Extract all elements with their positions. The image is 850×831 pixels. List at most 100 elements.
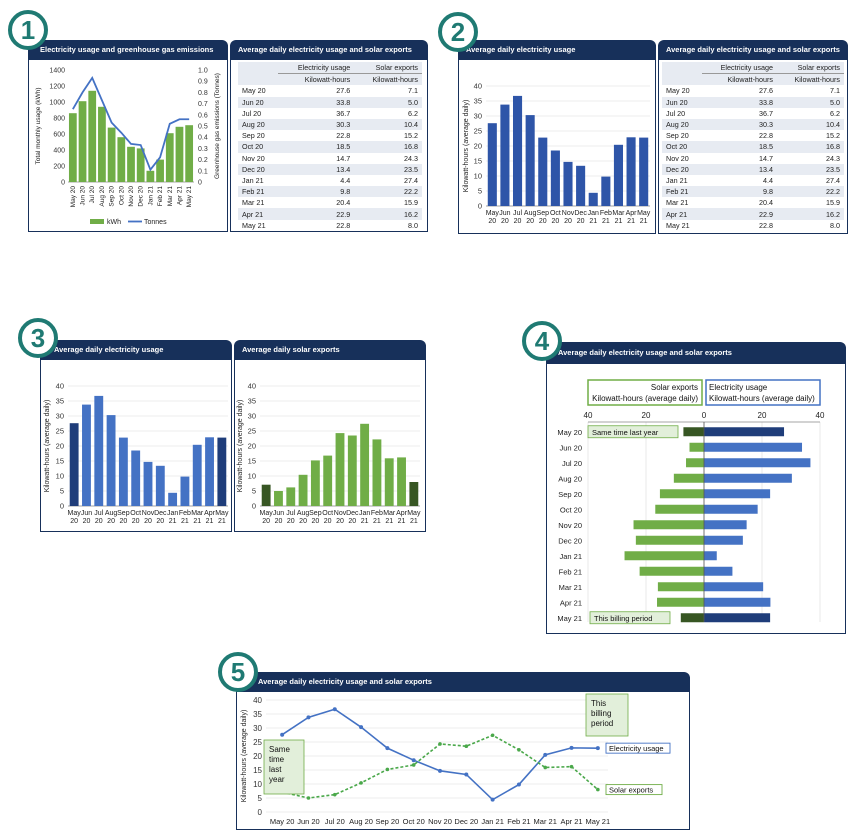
y-tick-label: 10 — [253, 780, 262, 789]
bar — [372, 439, 382, 506]
y-tick-label: 20 — [474, 142, 482, 151]
x-tick-label-year: 21 — [193, 518, 201, 525]
table-row: Apr 21 22.9 16.2 — [662, 208, 844, 220]
table-usage-cell: 36.7 — [336, 108, 351, 118]
solar-series-label: Solar exports — [609, 786, 653, 795]
bar — [576, 165, 586, 206]
bar-solar — [683, 427, 704, 437]
table-solar-cell: 27.4 — [826, 175, 840, 185]
solar-header-unit: Kilowatt-hours (average daily) — [592, 394, 698, 403]
bar — [69, 423, 79, 506]
y-right-tick-label: 0.9 — [198, 79, 208, 86]
y-tick-label: 0 — [258, 808, 263, 817]
point-solar — [385, 767, 390, 772]
table-row: Apr 21 22.9 16.2 — [238, 208, 422, 220]
note-billing-label: This — [591, 699, 606, 708]
bar — [118, 437, 128, 506]
table-row: Aug 20 30.3 10.4 — [238, 118, 422, 131]
table-solar-cell: 5.0 — [354, 96, 422, 108]
x-tick-label-year: 21 — [373, 518, 381, 525]
table-row: Feb 21 9.8 22.2 — [662, 186, 844, 198]
x-tick-label: Apr 21 — [560, 817, 582, 826]
y-tick-label: 30 — [248, 412, 256, 421]
point-usage — [306, 715, 311, 720]
point-usage — [280, 732, 285, 737]
x-tick-label-month: May — [637, 210, 651, 217]
x-tick-label-month: May — [68, 510, 82, 517]
bar-solar — [633, 520, 704, 530]
table-row: Jan 21 4.4 27.4 — [238, 175, 422, 186]
table-solar-cell: 23.5 — [354, 163, 422, 175]
table-month-cell: Mar 21 — [666, 198, 689, 208]
table-row: Oct 20 18.5 16.8 — [238, 141, 422, 153]
x-tick-label-month: Aug — [524, 210, 537, 217]
bar-kwh — [68, 113, 77, 182]
x-tick-label-month: Mar — [191, 510, 204, 517]
table-month-cell: Jun 20 — [662, 96, 702, 108]
table-usage-cell: 14.7 — [336, 153, 351, 163]
x-tick-label-year: 20 — [311, 518, 319, 525]
y-tick-label: 25 — [253, 738, 262, 747]
table-usage-cell: 14.7 — [758, 153, 773, 163]
x-tick-label-year: 20 — [132, 518, 140, 525]
bar — [131, 450, 141, 506]
table-row: Jul 20 36.7 6.2 — [238, 108, 422, 119]
bar-solar — [655, 504, 704, 514]
x-tick-label-year: 21 — [218, 518, 226, 525]
x-tick-label: 40 — [816, 411, 825, 420]
table-row: Sep 20 22.8 15.2 — [238, 130, 422, 141]
y-tick-label: 20 — [253, 752, 262, 761]
point-solar — [332, 792, 337, 797]
x-tick-label: Nov 20 — [128, 186, 135, 207]
bar — [525, 115, 535, 206]
y-right-tick-label: 0.6 — [198, 112, 208, 119]
x-tick-label-month: May — [486, 210, 500, 217]
y-tick-label: 0 — [252, 502, 256, 511]
x-tick-label-year: 20 — [275, 518, 283, 525]
bar-usage — [704, 535, 743, 545]
table-month-cell: May 20 — [242, 86, 266, 96]
bar-solar — [657, 597, 704, 607]
x-tick-label: Aug 20 — [99, 186, 106, 207]
x-tick-label-year: 20 — [348, 518, 356, 525]
y-right-tick-label: 0.2 — [198, 157, 208, 164]
usage-header-box — [705, 379, 821, 406]
x-tick-label-month: Apr — [204, 510, 216, 517]
y-left-tick-label: 1200 — [49, 84, 65, 91]
y-left-tick-label: 600 — [53, 132, 65, 139]
x-tick-label-year: 21 — [627, 218, 635, 225]
usage-series-label: Electricity usage — [609, 744, 664, 753]
bar — [335, 433, 345, 506]
y-right-tick-label: 0.4 — [198, 135, 208, 142]
table-usage-cell: 33.8 — [277, 96, 355, 108]
table-row: Nov 20 14.7 24.3 — [238, 153, 422, 164]
panel-3-solar: Average daily solar exports 0 5 10 15 20 25 30… — [234, 340, 426, 532]
x-tick-label-month: Sep — [117, 510, 130, 517]
panel-2-bar-chart: 0510152025303540May20Jun20Jul20Aug20Sep2… — [463, 82, 651, 226]
table-usage-cell: 9.8 — [701, 186, 777, 198]
bar-kwh — [78, 101, 87, 182]
bar-kwh — [156, 159, 164, 182]
x-tick-label: Jul 20 — [325, 817, 345, 826]
table-solar-cell: 24.3 — [826, 153, 840, 163]
note-billing-box — [589, 611, 671, 625]
table-row: Jun 20 33.8 5.0 — [662, 96, 844, 108]
y-tick-label: 10 — [56, 472, 64, 481]
x-tick-label-year: 20 — [336, 518, 344, 525]
bar — [409, 482, 419, 506]
x-tick-label: Sep 20 — [109, 186, 116, 207]
table-usage-cell: 18.5 — [701, 141, 777, 153]
panel-5-title: Average daily electricity usage and sola… — [236, 672, 690, 692]
bar — [588, 192, 598, 206]
y-tick-label: 30 — [474, 112, 482, 121]
table-row: Mar 21 20.4 15.9 — [662, 197, 844, 208]
panel-3-usage: Average daily electricity usage 0 5 10 15 20… — [40, 340, 232, 532]
x-tick-label-month: Dec — [346, 510, 359, 517]
table-solar-cell: 22.2 — [354, 186, 422, 198]
bar-usage — [704, 613, 771, 623]
panel-1-table: Average daily electricity usage and sola… — [230, 40, 428, 232]
y-tick-label: 15 — [253, 766, 262, 775]
note-same-time-label: Same time last year — [592, 428, 659, 437]
bar-usage — [704, 489, 771, 499]
y-category-label: May 20 — [557, 428, 582, 437]
